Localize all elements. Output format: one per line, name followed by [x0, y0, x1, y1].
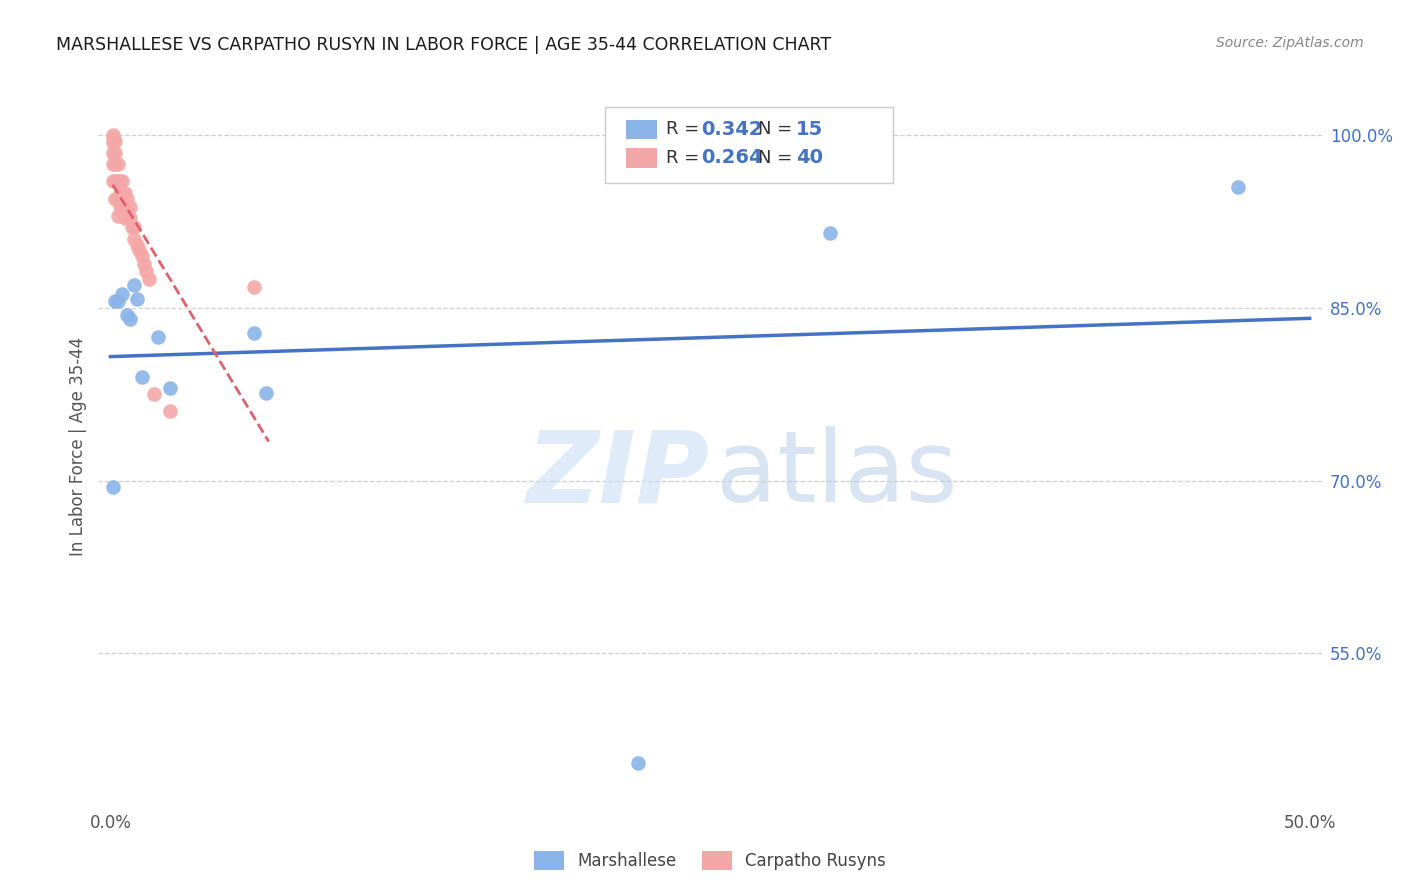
Point [114, 186, 136, 200]
Point [142, 387, 165, 401]
Point [243, 326, 266, 341]
Point [111, 188, 134, 202]
Text: R =: R = [666, 149, 706, 167]
Text: 15: 15 [796, 120, 823, 139]
Point [104, 145, 127, 160]
Point [107, 293, 129, 308]
Point [101, 130, 124, 145]
Point [101, 157, 124, 171]
Text: MARSHALLESE VS CARPATHO RUSYN IN LABOR FORCE | AGE 35-44 CORRELATION CHART: MARSHALLESE VS CARPATHO RUSYN IN LABOR F… [56, 36, 831, 54]
Point [125, 237, 148, 252]
Point [128, 244, 150, 258]
Point [148, 329, 170, 343]
Point [107, 209, 129, 223]
Point [101, 480, 124, 494]
Point [111, 205, 134, 219]
Point [108, 174, 131, 188]
Point [114, 211, 136, 226]
Point [138, 272, 160, 286]
Point [124, 220, 146, 235]
Point [627, 756, 650, 770]
Point [104, 293, 127, 308]
Text: 0.264: 0.264 [702, 148, 763, 168]
Point [243, 280, 266, 294]
Point [818, 226, 841, 240]
Point [254, 386, 277, 401]
Point [115, 308, 138, 322]
Y-axis label: In Labor Force | Age 35-44: In Labor Force | Age 35-44 [69, 336, 87, 556]
Point [104, 134, 127, 148]
Text: N =: N = [758, 149, 797, 167]
Point [107, 192, 129, 206]
Point [121, 220, 143, 235]
Point [101, 136, 124, 151]
Point [107, 174, 129, 188]
Point [118, 312, 141, 326]
Point [101, 174, 124, 188]
Point [107, 157, 129, 171]
Text: 0.342: 0.342 [702, 120, 763, 139]
Point [118, 211, 141, 226]
Point [111, 287, 134, 301]
Point [101, 145, 124, 160]
Point [108, 200, 131, 214]
Point [125, 292, 148, 306]
Point [118, 200, 141, 214]
Point [104, 157, 127, 171]
Point [131, 249, 153, 263]
Point [101, 128, 124, 143]
Point [124, 232, 146, 246]
Point [104, 174, 127, 188]
Text: atlas: atlas [716, 426, 957, 523]
Text: ZIP: ZIP [527, 426, 710, 523]
Point [115, 202, 138, 217]
Point [124, 277, 146, 292]
Text: R =: R = [666, 120, 706, 138]
Point [1226, 180, 1249, 194]
Point [159, 381, 181, 395]
Legend: Marshallese, Carpatho Rusyns: Marshallese, Carpatho Rusyns [527, 844, 893, 877]
Text: Source: ZipAtlas.com: Source: ZipAtlas.com [1216, 36, 1364, 50]
Point [132, 257, 155, 271]
Point [104, 192, 127, 206]
Point [115, 192, 138, 206]
Text: N =: N = [758, 120, 797, 138]
Point [135, 264, 157, 278]
Point [108, 186, 131, 200]
Point [159, 404, 181, 418]
Point [131, 370, 153, 384]
Text: 40: 40 [796, 148, 823, 168]
Point [114, 197, 136, 211]
Point [111, 174, 134, 188]
